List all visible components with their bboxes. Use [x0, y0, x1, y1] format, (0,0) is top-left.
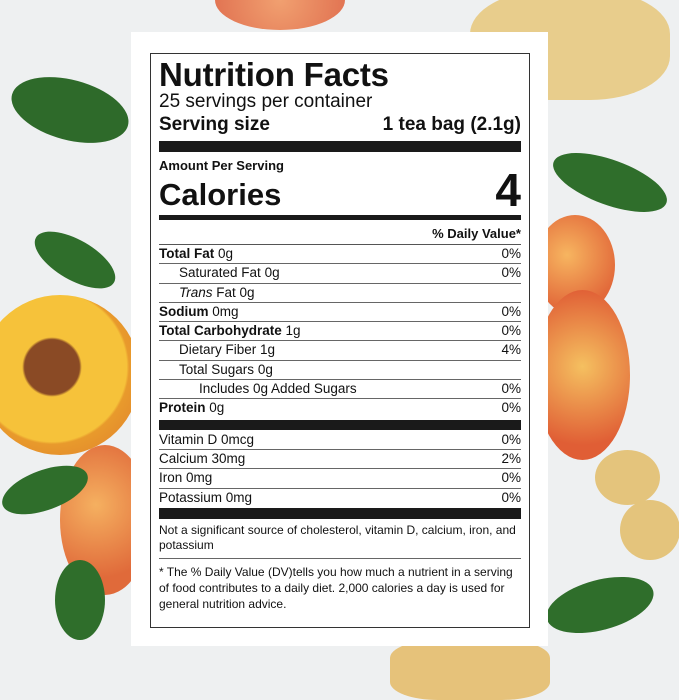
- nutrient-row: Total Fat 0g 0%: [159, 245, 521, 265]
- calories-row: Calories 4: [159, 164, 521, 216]
- vitamin-row: Calcium 30mg 2%: [159, 450, 521, 470]
- nutrient-row: Sodium 0mg 0%: [159, 303, 521, 323]
- nutrient-row: Protein 0g 0%: [159, 399, 521, 417]
- calories-value: 4: [495, 164, 521, 216]
- vitamin-dv: 0%: [501, 489, 521, 505]
- vitamin-name: Calcium 30mg: [159, 450, 246, 466]
- nutrient-dv: 0%: [501, 265, 521, 281]
- leaf-image: [55, 560, 105, 640]
- nutrient-row: Includes 0g Added Sugars 0%: [159, 380, 521, 400]
- thick-divider: [159, 419, 521, 430]
- nutrient-dv: 0%: [501, 381, 521, 397]
- amount-per-serving: Amount Per Serving: [159, 158, 284, 173]
- leaf-image: [545, 140, 675, 225]
- thick-divider: [159, 507, 521, 519]
- nutrient-amount: 0g: [218, 246, 234, 261]
- nutrient-name: Total Fat: [159, 246, 215, 261]
- serving-size-row: Serving size 1 tea bag (2.1g): [159, 112, 521, 138]
- nutrient-row: Trans Fat 0g: [159, 284, 521, 303]
- nutrient-amount: 0g: [264, 265, 280, 281]
- nutrient-dv: 0%: [501, 303, 521, 319]
- nutrient-dv: 0%: [501, 400, 521, 416]
- peach-image: [215, 0, 345, 30]
- nutrient-row: Dietary Fiber 1g 4%: [159, 341, 521, 361]
- peach-half-image: [0, 295, 140, 455]
- nutrient-name: Sodium: [159, 303, 209, 319]
- nutrient-amount: 0g: [209, 400, 225, 416]
- nutrition-facts-label: Nutrition Facts 25 servings per containe…: [150, 53, 530, 628]
- nutrient-name: Trans: [179, 284, 213, 300]
- nutrient-amount: 0g: [257, 361, 273, 377]
- vitamin-name: Iron 0mg: [159, 470, 213, 486]
- nutrient-dv: 4%: [501, 342, 521, 358]
- vitamin-row: Iron 0mg 0%: [159, 469, 521, 489]
- serving-size-label: Serving size: [159, 114, 270, 135]
- thick-divider: [159, 141, 521, 152]
- nutrient-name: Total Carbohydrate: [159, 323, 282, 339]
- nutrient-row: Saturated Fat 0g 0%: [159, 264, 521, 284]
- ginger-image: [595, 450, 660, 505]
- peach-image: [535, 290, 630, 460]
- ginger-image: [390, 640, 550, 700]
- leaf-image: [4, 65, 136, 155]
- nutrient-amount: 1g: [260, 342, 276, 358]
- nutrient-dv: 0%: [501, 246, 521, 261]
- nutrient-name: Includes 0g Added Sugars: [199, 381, 357, 397]
- nutrient-amount: Fat 0g: [216, 284, 255, 300]
- leaf-image: [26, 220, 124, 300]
- nutrient-amount: 1g: [285, 323, 301, 339]
- vitamin-dv: 0%: [501, 470, 521, 486]
- vitamin-dv: 2%: [501, 450, 521, 466]
- daily-value-footnote: * The % Daily Value (DV)tells you how mu…: [159, 564, 513, 611]
- servings-per-container: 25 servings per container: [159, 91, 373, 112]
- nutrient-name: Saturated Fat: [179, 265, 261, 281]
- insignificant-sources-note: Not a significant source of cholesterol,…: [159, 519, 521, 559]
- ginger-image: [620, 500, 679, 560]
- vitamin-name: Vitamin D 0mcg: [159, 431, 255, 447]
- nutrient-name: Dietary Fiber: [179, 342, 257, 358]
- nutrient-row: Total Carbohydrate 1g 0%: [159, 322, 521, 342]
- nutrient-dv: 0%: [501, 323, 521, 339]
- serving-size-value: 1 tea bag (2.1g): [382, 114, 521, 135]
- calories-label: Calories: [159, 177, 282, 212]
- nutrient-name: Total Sugars: [179, 361, 255, 377]
- vitamin-row: Vitamin D 0mcg 0%: [159, 430, 521, 450]
- label-card: [131, 32, 548, 646]
- vitamin-name: Potassium 0mg: [159, 489, 253, 505]
- leaf-image: [540, 566, 660, 644]
- medium-divider: [159, 215, 521, 220]
- vitamin-dv: 0%: [501, 431, 521, 447]
- daily-value-header: % Daily Value*: [159, 220, 521, 245]
- label-title: Nutrition Facts: [159, 56, 389, 93]
- nutrient-name: Protein: [159, 400, 206, 416]
- nutrient-amount: 0mg: [212, 303, 239, 319]
- vitamin-row: Potassium 0mg 0%: [159, 489, 521, 507]
- nutrient-row: Total Sugars 0g: [159, 361, 521, 381]
